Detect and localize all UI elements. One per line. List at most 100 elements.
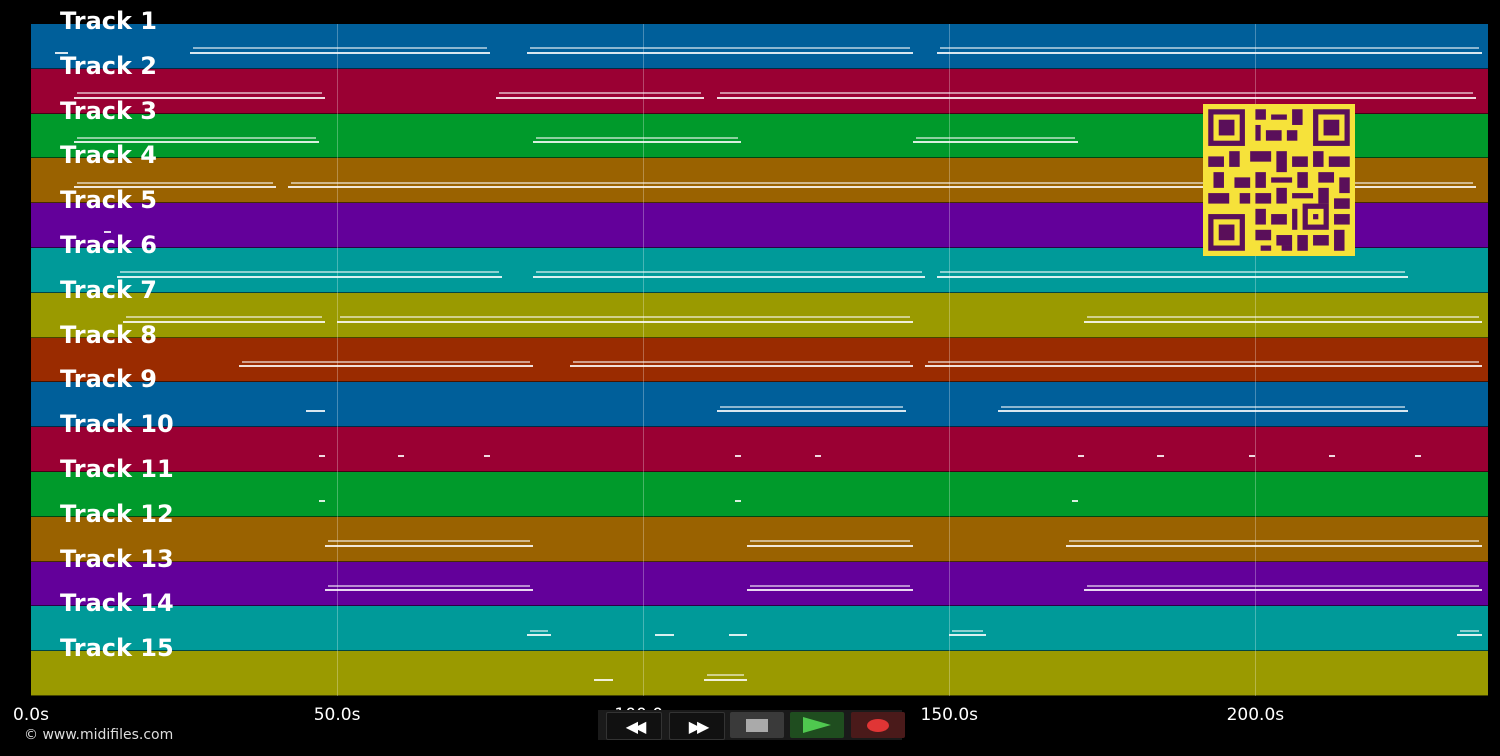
track-label: Track 2 [60, 51, 158, 80]
track-label: Track 8 [60, 320, 158, 349]
note-segment [104, 230, 111, 233]
note-segment [1065, 544, 1482, 547]
note-segment [340, 316, 910, 319]
track-label: Track 13 [60, 544, 174, 573]
note-segment [937, 51, 1482, 54]
note-segment [716, 96, 1476, 99]
note-segment [1157, 454, 1164, 457]
note-segment [532, 141, 742, 144]
note-segment [728, 634, 748, 637]
note-segment [750, 584, 910, 587]
copyright-text: © www.midifiles.com [24, 727, 174, 743]
note-segment [306, 410, 325, 413]
note-segment [55, 51, 68, 54]
note-segment [1083, 320, 1482, 323]
axis-tick-label: 0.0s [13, 705, 49, 725]
playback-controls: ◀◀ ▶▶ [598, 710, 905, 740]
note-segment [398, 454, 405, 457]
note-segment [318, 454, 325, 457]
note-segment [707, 674, 745, 677]
note-segment [927, 360, 1479, 363]
note-segment [924, 365, 1482, 368]
note-segment [327, 540, 530, 543]
note-segment [484, 454, 491, 457]
note-segment [1249, 454, 1256, 457]
note-segment [496, 96, 705, 99]
note-segment [76, 136, 316, 139]
track-row[interactable]: Track 1 [31, 9, 1488, 69]
note-segment [1077, 454, 1084, 457]
note-segment [535, 136, 739, 139]
track-row[interactable]: Track 14 [31, 591, 1488, 652]
track-row[interactable]: Track 9 [31, 367, 1488, 428]
record-icon [867, 718, 889, 732]
note-segment [719, 405, 904, 408]
note-segment [1071, 499, 1078, 502]
play-button[interactable] [790, 712, 844, 738]
note-segment [750, 540, 910, 543]
note-segment [1086, 584, 1479, 587]
note-segment [949, 634, 986, 637]
note-segment [291, 181, 1473, 184]
time-gridline [1255, 24, 1257, 696]
note-segment [1414, 454, 1421, 457]
note-segment [324, 589, 533, 592]
note-segment [526, 634, 552, 637]
track-row[interactable]: Track 12 [31, 502, 1488, 562]
note-segment [535, 271, 922, 274]
note-segment [1460, 629, 1479, 632]
note-segment [337, 320, 913, 323]
track-label: Track 10 [60, 410, 174, 439]
note-segment [747, 589, 913, 592]
note-segment [719, 92, 1473, 95]
time-gridline [337, 24, 339, 696]
rewind-button[interactable]: ◀◀ [606, 712, 662, 740]
track-label: Track 7 [60, 275, 158, 304]
record-button[interactable] [851, 712, 905, 738]
note-segment [116, 275, 503, 278]
note-segment [190, 51, 491, 54]
track-label: Track 6 [60, 231, 158, 259]
fast-forward-icon: ▶▶ [688, 716, 710, 736]
qr-code-icon [1203, 104, 1355, 256]
note-segment [716, 410, 907, 413]
note-segment [655, 634, 674, 637]
note-segment [318, 499, 325, 502]
note-segment [122, 320, 325, 323]
note-segment [1001, 405, 1406, 408]
note-segment [735, 499, 742, 502]
note-segment [288, 186, 1476, 189]
note-segment [76, 92, 322, 95]
fast-forward-button[interactable]: ▶▶ [669, 712, 725, 740]
track-row[interactable]: Track 13 [31, 547, 1488, 607]
track-row[interactable]: Track 15 [31, 636, 1488, 696]
note-segment [1068, 540, 1479, 543]
piano-roll[interactable]: Track 1 Track 2 Track 3 Track 4 Track 5 Track… [31, 9, 1488, 696]
track-row[interactable]: Track 10 [31, 412, 1488, 472]
note-segment [327, 584, 530, 587]
note-segment [324, 544, 533, 547]
track-row[interactable]: Track 7 [31, 278, 1488, 338]
track-label: Track 1 [60, 7, 158, 35]
track-row[interactable]: Track 11 [31, 457, 1488, 517]
stop-button[interactable] [730, 712, 784, 738]
note-segment [125, 316, 322, 319]
note-segment [76, 181, 273, 184]
note-segment [1457, 634, 1482, 637]
note-segment [73, 141, 319, 144]
stop-icon [746, 718, 768, 732]
note-segment [940, 47, 1479, 50]
track-label: Track 12 [60, 499, 174, 528]
note-segment [529, 47, 910, 50]
note-segment [912, 141, 1078, 144]
note-segment [569, 365, 913, 368]
note-segment [526, 51, 913, 54]
track-label: Track 3 [60, 96, 158, 125]
track-row[interactable]: Track 8 [31, 323, 1488, 383]
note-segment [73, 186, 276, 189]
track-label: Track 5 [60, 186, 158, 215]
note-segment [119, 271, 500, 274]
note-segment [915, 136, 1075, 139]
track-label: Track 11 [60, 455, 174, 483]
